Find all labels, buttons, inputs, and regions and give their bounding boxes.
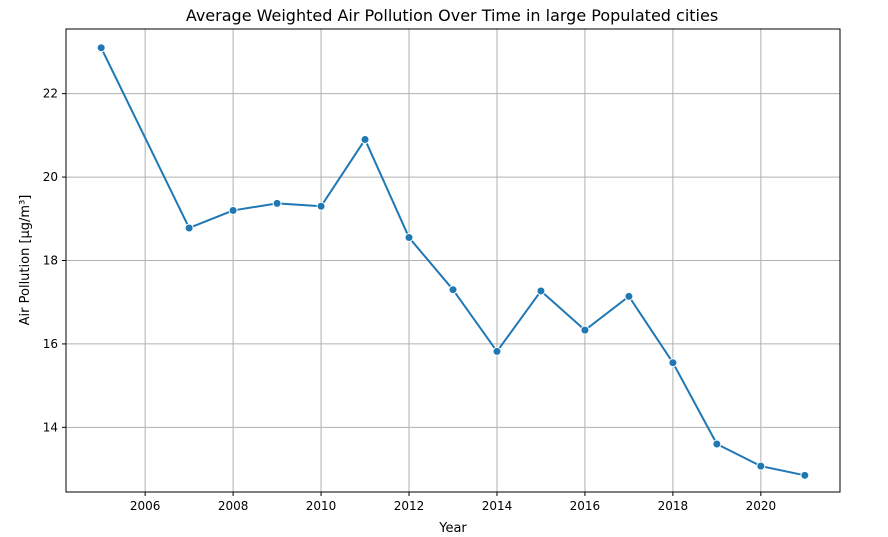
- axes: 2006 2008 2010 2012 2014 2016 2018 2020 14 16 18 20…: [43, 87, 776, 513]
- x-tick-label: 2006: [130, 499, 161, 513]
- x-tick-label: 2016: [570, 499, 601, 513]
- data-point: [624, 291, 634, 301]
- y-axis-label: Air Pollution [µg/m³]: [18, 195, 33, 326]
- data-point: [668, 358, 678, 368]
- data-point: [448, 285, 458, 295]
- series: [96, 43, 810, 480]
- data-point: [580, 325, 590, 335]
- data-point: [184, 223, 194, 233]
- data-point: [360, 135, 370, 145]
- data-point: [756, 461, 766, 471]
- series-line: [100, 47, 806, 477]
- x-tick-label: 2020: [746, 499, 777, 513]
- y-tick-label: 14: [43, 420, 58, 434]
- x-tick-label: 2012: [394, 499, 425, 513]
- data-point: [96, 43, 106, 53]
- grid: [66, 29, 840, 492]
- data-point: [316, 201, 326, 211]
- y-tick-label: 20: [43, 170, 58, 184]
- y-tick-label: 16: [43, 337, 58, 351]
- data-point: [712, 439, 722, 449]
- x-axis-label: Year: [438, 521, 467, 536]
- x-tick-label: 2008: [218, 499, 249, 513]
- data-point: [800, 470, 810, 480]
- x-tick-label: 2014: [482, 499, 513, 513]
- x-tick-label: 2010: [306, 499, 337, 513]
- chart-title: Average Weighted Air Pollution Over Time…: [186, 6, 718, 25]
- data-point: [492, 346, 502, 356]
- data-point: [404, 233, 414, 243]
- data-point: [536, 286, 546, 296]
- data-point: [272, 198, 282, 208]
- y-tick-label: 18: [43, 254, 58, 268]
- y-tick-label: 22: [43, 87, 58, 101]
- x-tick-label: 2018: [658, 499, 689, 513]
- data-point: [228, 205, 238, 215]
